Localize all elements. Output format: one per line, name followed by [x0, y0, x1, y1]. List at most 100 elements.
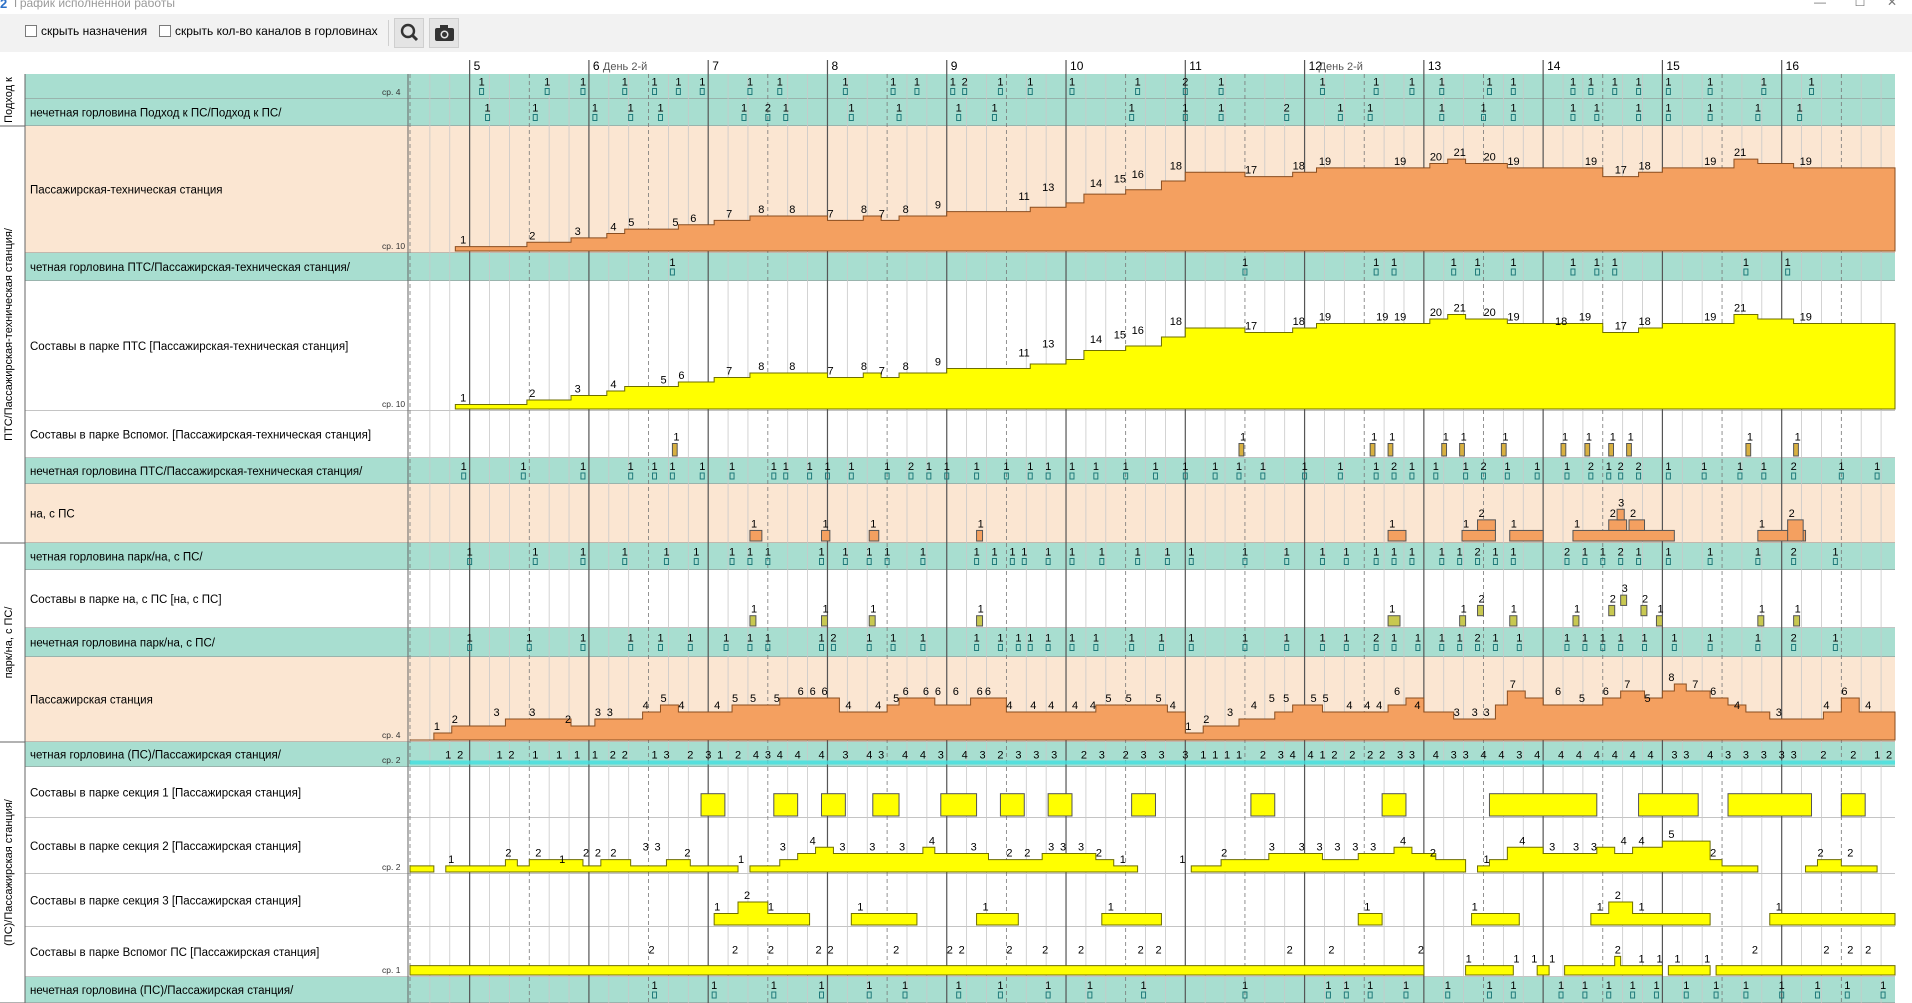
occupancy-value-label: 2	[816, 944, 822, 956]
throat-event-mark	[1152, 472, 1158, 480]
throat-event-count: 1	[1480, 103, 1486, 115]
maximize-icon[interactable]: ☐	[1854, 0, 1866, 9]
occupancy-value-label: 7	[879, 208, 885, 220]
throat-event-mark	[1564, 472, 1570, 480]
throat-channel-count: 4	[902, 750, 908, 762]
throat-event-count: 2	[1182, 77, 1188, 89]
row-scale-label: ср. 1	[382, 965, 401, 975]
throat-event-count: 1	[1713, 980, 1719, 992]
occupancy-value-label: 18	[1170, 316, 1182, 328]
hour-tick-label: 11	[1189, 59, 1202, 73]
occupancy-value-label: 2	[1328, 944, 1334, 956]
throat-event-count: 1	[1409, 461, 1415, 473]
occupancy-value-label: 7	[827, 366, 833, 378]
throat-event-mark	[1510, 991, 1516, 999]
occupancy-bar-label: 1	[870, 518, 876, 530]
occupancy-step-area	[713, 901, 811, 926]
occupancy-value-label: 2	[947, 944, 953, 956]
occupancy-value-label: 17	[1615, 165, 1627, 177]
throat-event-count: 1	[1045, 980, 1051, 992]
throat-event-mark	[1367, 114, 1373, 121]
throat-event-count: 1	[1439, 633, 1445, 645]
throat-event-count: 1	[592, 103, 598, 115]
throat-event-mark	[592, 114, 598, 121]
throat-event-count: 2	[830, 633, 836, 645]
throat-event-mark	[723, 644, 729, 651]
occupancy-value-label: 3	[1060, 841, 1066, 853]
occupancy-bar	[872, 793, 900, 817]
throat-event-count: 1	[1582, 633, 1588, 645]
throat-event-count: 1	[526, 633, 532, 645]
hide-assignments-checkbox[interactable]	[25, 25, 37, 37]
occupancy-step-area	[1465, 965, 1514, 976]
throat-channel-count: 3	[1791, 750, 1797, 762]
occupancy-value-label: 3	[1352, 841, 1358, 853]
throat-event-count: 1	[956, 980, 962, 992]
throat-channel-count: 1	[1319, 750, 1325, 762]
throat-event-mark	[974, 644, 980, 651]
occupancy-value-label: 13	[1042, 182, 1054, 194]
throat-event-count: 1	[890, 633, 896, 645]
search-button[interactable]	[394, 18, 424, 48]
occupancy-value-label: 6	[935, 686, 941, 698]
throat-event-count: 1	[461, 461, 467, 473]
throat-event-mark	[1212, 472, 1218, 480]
group-label: ПТС/Пассажирская-техническая станция/	[3, 227, 15, 441]
occupancy-value-label: 3	[869, 841, 875, 853]
throat-event-count: 1	[1129, 633, 1135, 645]
throat-event-mark	[622, 88, 628, 95]
throat-channel-count: 3	[1278, 750, 1284, 762]
throat-event-mark	[526, 644, 532, 651]
throat-event-mark	[783, 114, 789, 121]
close-icon[interactable]: ✕	[1886, 0, 1898, 9]
throat-channel-count: 1	[496, 750, 502, 762]
throat-event-count: 1	[1099, 547, 1105, 559]
occupancy-value-label: 3	[1573, 841, 1579, 853]
occupancy-value-label: 16	[1132, 325, 1144, 337]
occupancy-bar	[1757, 529, 1807, 542]
throat-event-mark	[747, 88, 753, 95]
occupancy-value-label: 8	[1668, 672, 1674, 684]
minimize-icon[interactable]: —	[1814, 0, 1826, 9]
occupancy-bar-label: 1	[1586, 432, 1592, 444]
camera-button[interactable]	[429, 18, 459, 48]
throat-event-count: 1	[747, 77, 753, 89]
occupancy-bar-label: 1	[1759, 604, 1765, 616]
occupancy-bar	[940, 793, 978, 817]
throat-event-mark	[1409, 472, 1415, 480]
row-background	[25, 543, 1895, 570]
window-title: График исполненной работы	[14, 0, 175, 10]
occupancy-value-label: 4	[1006, 700, 1012, 712]
occupancy-value-label: 4	[1170, 700, 1176, 712]
occupancy-value-label: 2	[1006, 848, 1012, 860]
occupancy-value-label: 4	[1865, 700, 1871, 712]
throat-event-count: 1	[729, 461, 735, 473]
hour-tick-label: 7	[712, 59, 719, 73]
throat-event-count: 1	[479, 77, 485, 89]
throat-channel-count: 4	[1612, 750, 1618, 762]
occupancy-step-area	[454, 314, 1896, 410]
throat-event-mark	[1343, 558, 1349, 565]
throat-event-count: 1	[1642, 633, 1648, 645]
throat-event-mark	[1510, 114, 1516, 121]
throat-event-count: 1	[1558, 980, 1564, 992]
occupancy-step-area	[1357, 913, 1383, 926]
occupancy-value-label: 7	[1692, 679, 1698, 691]
throat-event-count: 1	[1504, 461, 1510, 473]
app-icon: 2	[0, 0, 8, 11]
throat-event-count: 1	[1045, 547, 1051, 559]
occupancy-bar	[1500, 443, 1507, 457]
occupancy-value-label: 2	[732, 944, 738, 956]
hide-channels-checkbox[interactable]	[159, 25, 171, 37]
throat-event-mark	[1302, 472, 1308, 480]
throat-channel-count: 3	[980, 750, 986, 762]
occupancy-value-label: 6	[923, 686, 929, 698]
occupancy-value-label: 5	[1105, 693, 1111, 705]
throat-event-count: 1	[687, 633, 693, 645]
hour-tick-label: 15	[1666, 59, 1680, 73]
throat-event-count: 1	[1218, 103, 1224, 115]
throat-event-mark	[991, 558, 997, 565]
throat-event-mark	[699, 88, 705, 95]
occupancy-value-label: 3	[1048, 841, 1054, 853]
